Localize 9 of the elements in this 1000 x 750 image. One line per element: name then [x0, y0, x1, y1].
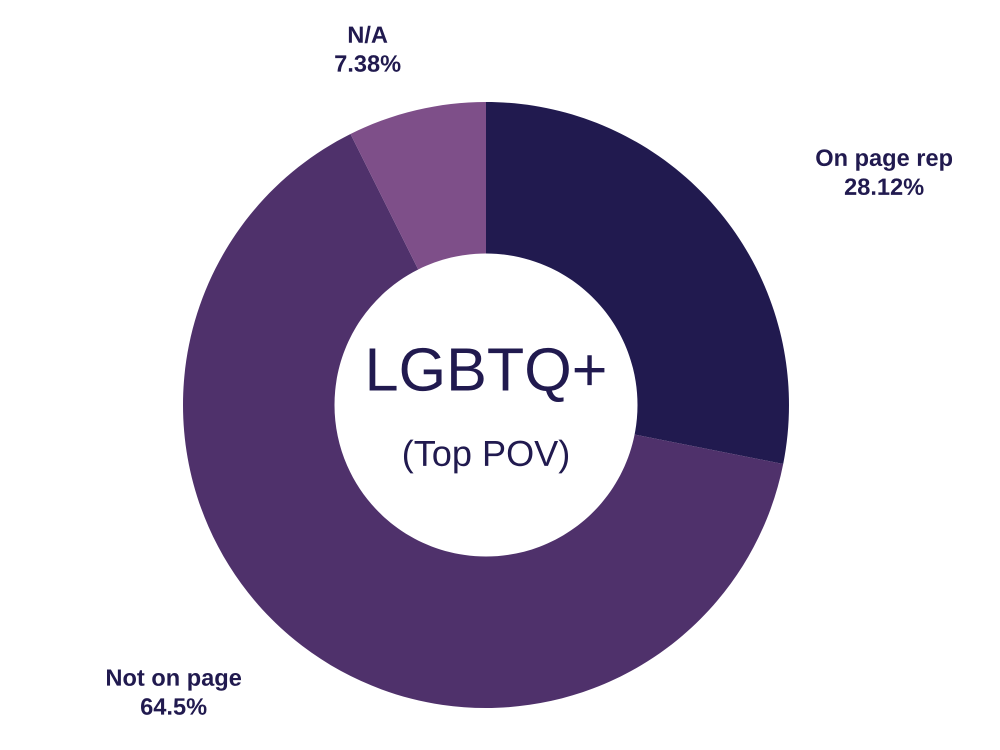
data-label: 28.12% [844, 178, 924, 196]
slice-label: N/A [348, 26, 388, 44]
data-label: 64.5% [141, 698, 206, 715]
text: LGBTQ+ [370, 348, 604, 402]
slice-label: Not on page [107, 669, 242, 691]
slice-label: On page rep [816, 149, 952, 171]
data-label: 7.38% [335, 55, 400, 72]
donut-slice [350, 102, 486, 270]
text: (Top POV) [404, 440, 568, 474]
